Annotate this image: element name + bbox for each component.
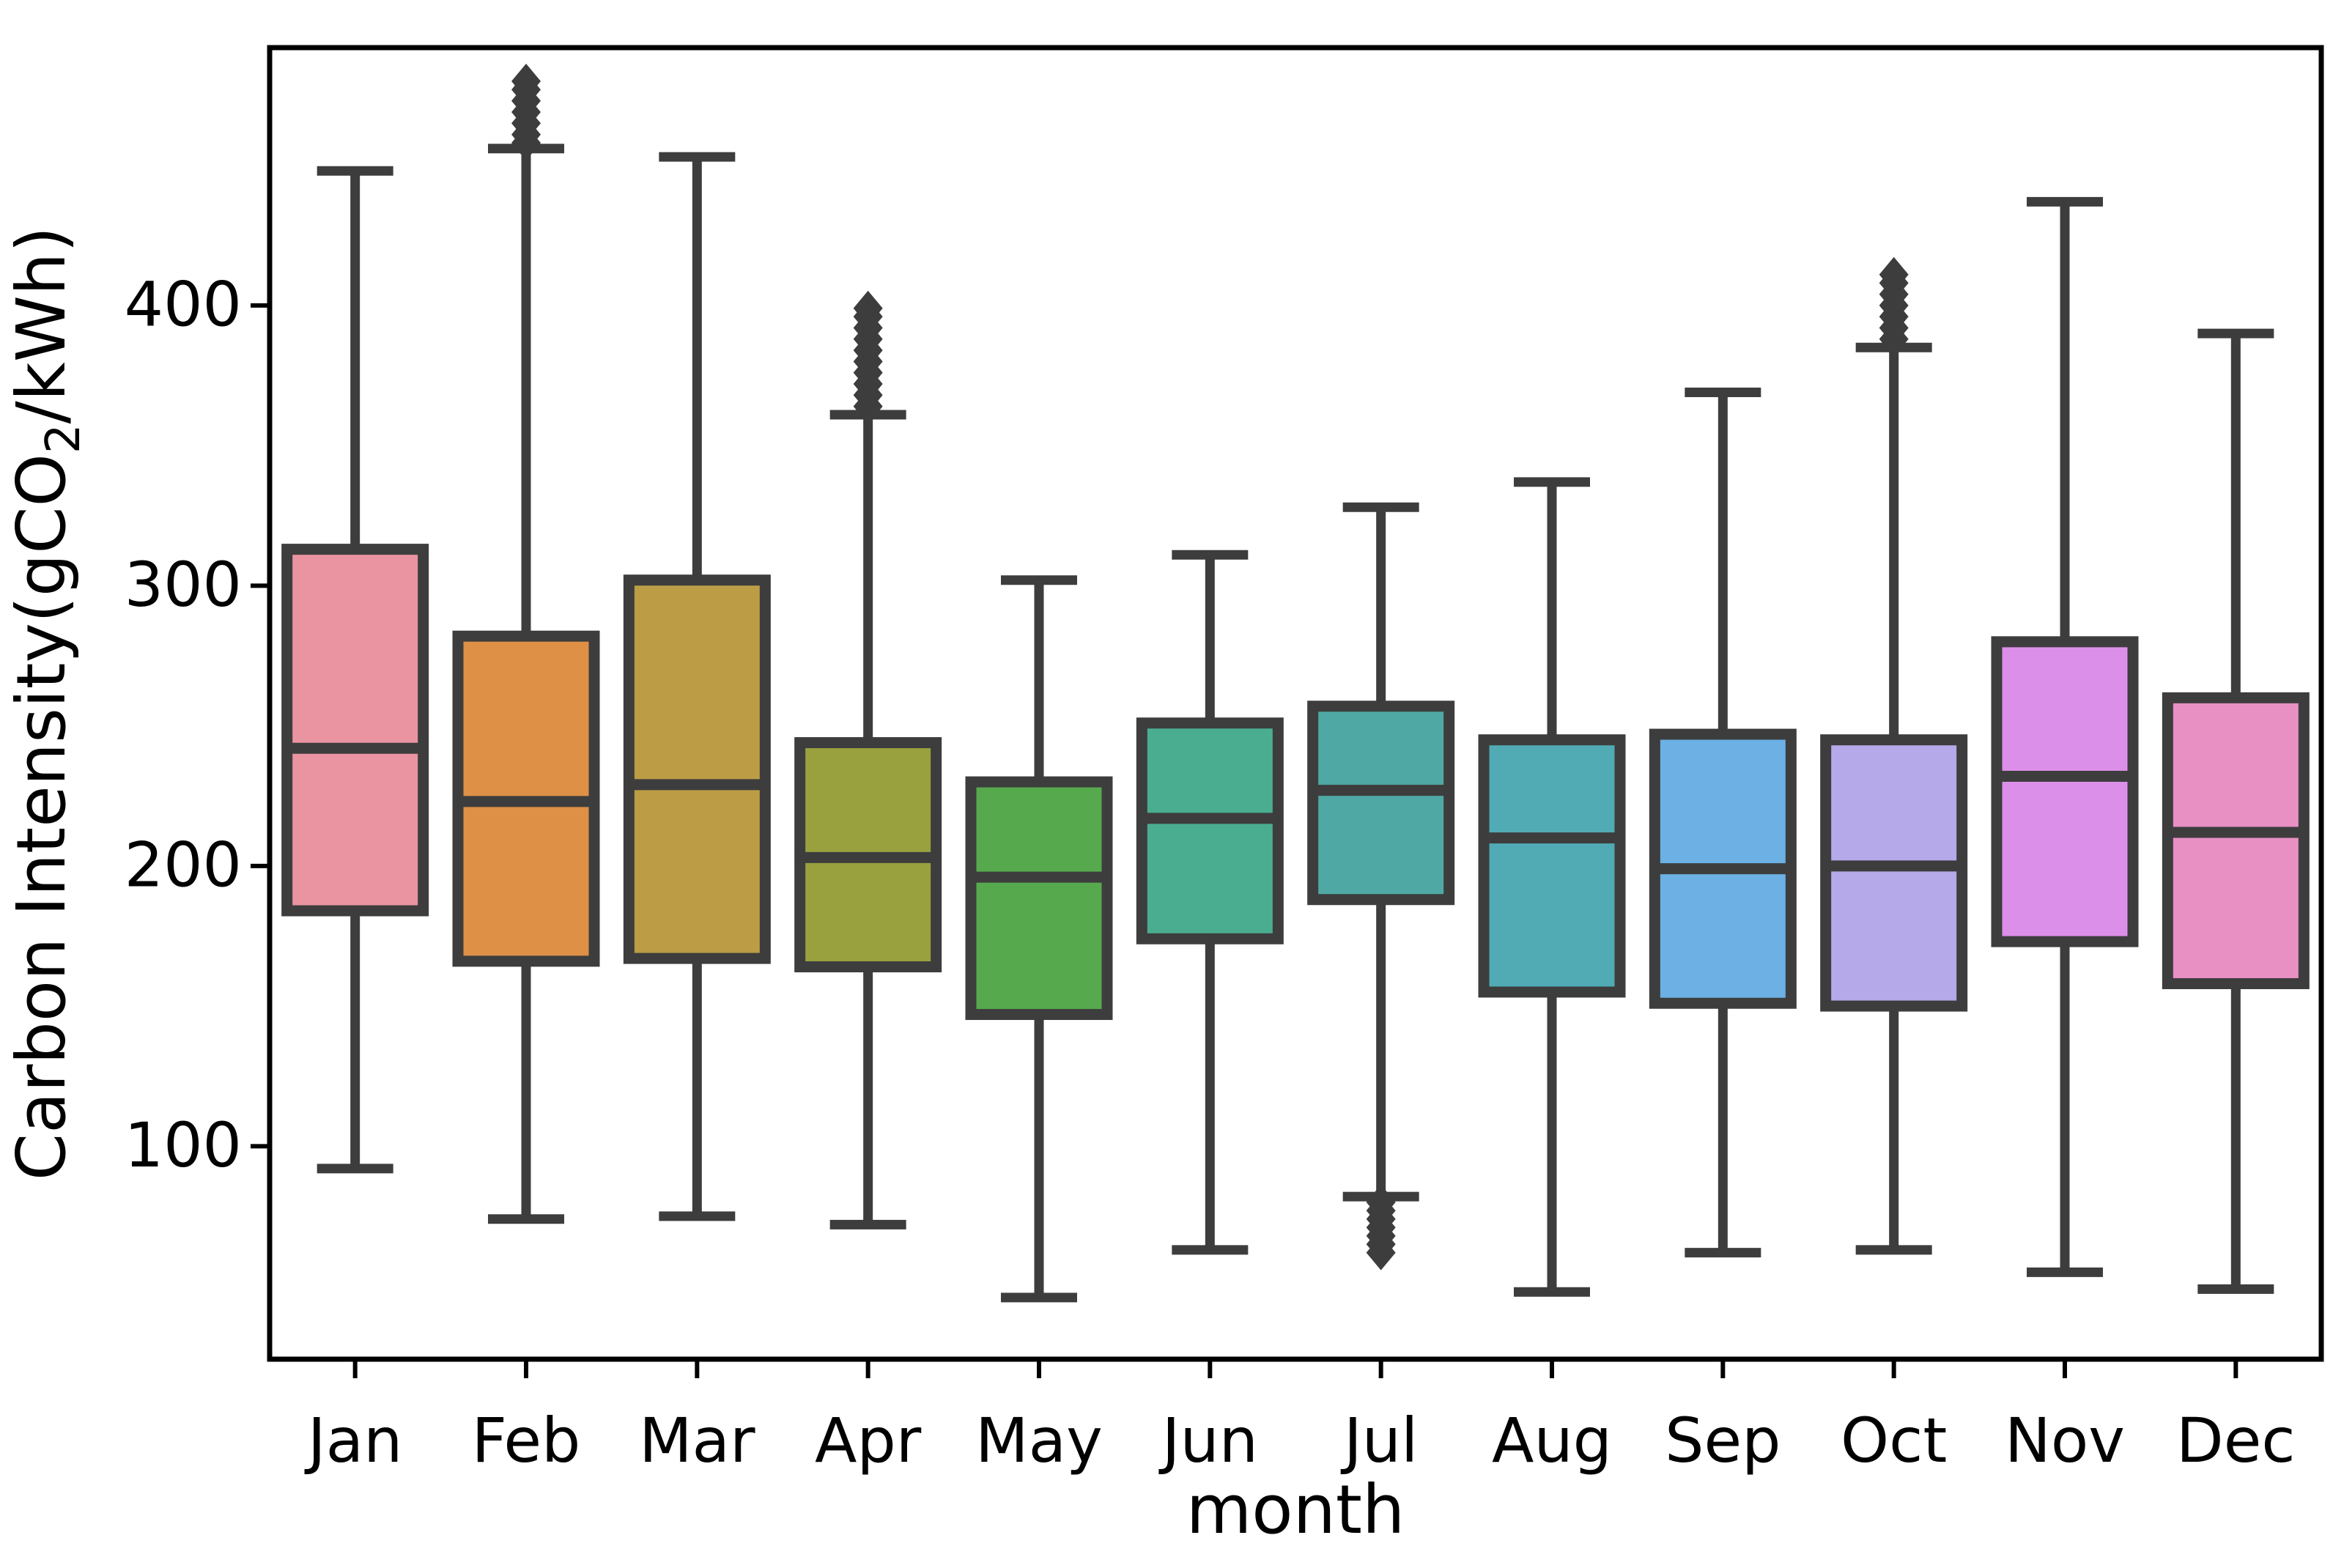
x-axis-label: month: [1186, 1471, 1405, 1549]
y-tick-label-300: 300: [125, 549, 242, 621]
box-may: [965, 776, 1113, 1021]
x-tick-label-jun: Jun: [1158, 1405, 1258, 1476]
x-tick-label-jul: Jul: [1340, 1405, 1418, 1476]
x-tick-label-apr: Apr: [815, 1405, 922, 1476]
box-nov: [1991, 636, 2139, 947]
x-tick-label-may: May: [975, 1405, 1103, 1476]
outlier-apr-9: [853, 290, 883, 326]
box-jan: [281, 544, 429, 917]
x-tick-label-sep: Sep: [1665, 1405, 1781, 1476]
plot-border: [267, 45, 2324, 1362]
x-tick-label-oct: Oct: [1841, 1405, 1947, 1476]
y-tick-label-200: 200: [125, 829, 242, 901]
box-mar: [623, 574, 771, 964]
outlier-oct-6: [1879, 256, 1909, 292]
x-tick-label-feb: Feb: [472, 1405, 581, 1476]
box-jun: [1136, 717, 1284, 944]
y-axis-label: Carbon Intensity(gCO2/kWh): [2, 226, 91, 1180]
x-tick-label-mar: Mar: [639, 1405, 755, 1476]
outlier-jul-6: [1366, 1235, 1396, 1271]
box-oct: [1820, 734, 1968, 1012]
x-tick-label-nov: Nov: [2005, 1405, 2125, 1476]
y-tick-label-100: 100: [125, 1109, 242, 1181]
x-tick-label-dec: Dec: [2176, 1405, 2296, 1476]
x-tick-label-aug: Aug: [1492, 1405, 1612, 1476]
x-tick-label-jan: Jan: [304, 1405, 403, 1476]
box-jul: [1307, 700, 1455, 906]
box-dec: [2162, 692, 2310, 989]
box-aug: [1478, 734, 1626, 998]
y-tick-label-400: 400: [125, 269, 242, 341]
outlier-feb-6: [511, 63, 541, 99]
